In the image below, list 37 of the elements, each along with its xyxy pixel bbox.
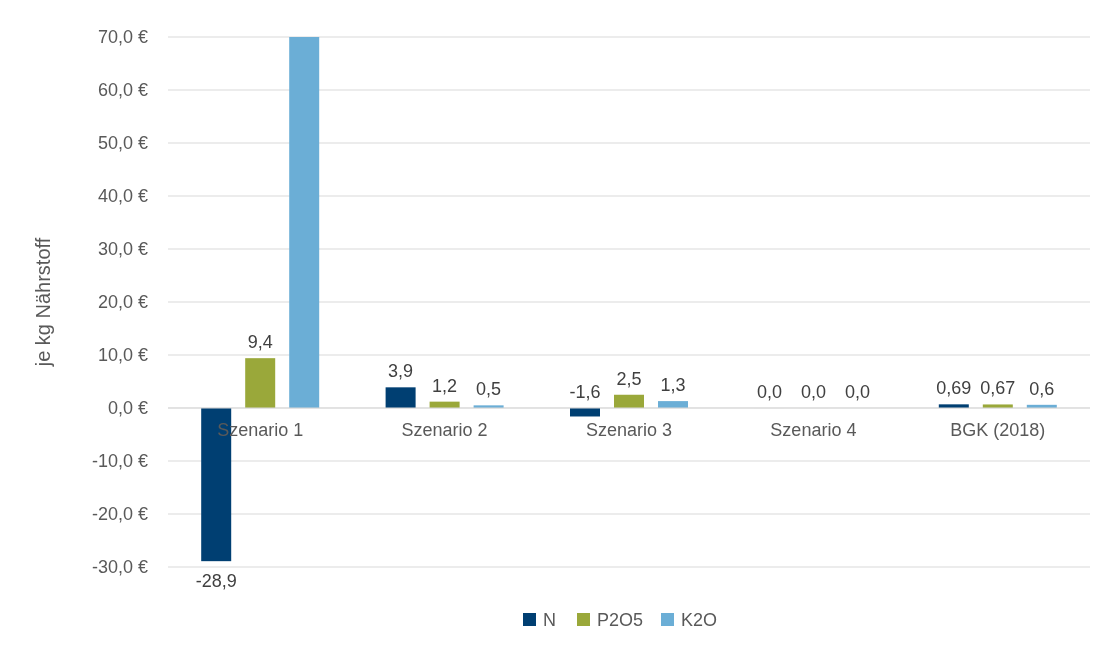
y-tick-label: 10,0 € xyxy=(97,345,148,366)
data-label: 1,3 xyxy=(660,375,686,396)
legend-label: P2O5 xyxy=(597,610,644,631)
x-tick-label: BGK (2018) xyxy=(950,420,1046,440)
y-tick-label: 60,0 € xyxy=(97,80,148,101)
data-label: 0,5 xyxy=(476,379,502,400)
data-label: 0,6 xyxy=(1029,378,1055,399)
data-label: 1,2 xyxy=(432,375,458,396)
data-label: 0,0 xyxy=(844,382,870,402)
y-tick-label: -10,0 € xyxy=(91,451,148,472)
y-tick-label: 20,0 € xyxy=(97,292,148,313)
legend-label: N xyxy=(543,610,556,631)
data-label: -1,6 xyxy=(569,382,601,402)
y-axis-title: je kg Nährstoff xyxy=(32,237,54,368)
data-label: 0,67 xyxy=(980,378,1016,399)
legend-label: K2O xyxy=(681,610,718,631)
bar xyxy=(245,358,276,408)
y-tick-label: 30,0 € xyxy=(97,239,148,260)
y-tick-label: 40,0 € xyxy=(97,186,148,207)
y-tick-label: -20,0 € xyxy=(91,504,148,525)
bar xyxy=(614,394,644,408)
y-tick-label: 0,0 € xyxy=(107,398,148,419)
y-tick-label: 50,0 € xyxy=(97,133,148,154)
x-tick-label: Szenario 3 xyxy=(585,420,673,440)
data-label: -28,9 xyxy=(195,571,237,592)
data-label: 9,4 xyxy=(247,332,273,353)
x-tick-label: Szenario 2 xyxy=(401,420,488,440)
y-tick-label: -30,0 € xyxy=(91,557,148,578)
data-label: 2,5 xyxy=(616,368,642,389)
x-tick-label: Szenario 4 xyxy=(770,420,857,440)
data-label: 3,9 xyxy=(388,361,414,382)
y-tick-label: 70,0 € xyxy=(97,27,148,48)
bar xyxy=(289,37,320,408)
bar xyxy=(385,387,416,408)
data-label: 0,0 xyxy=(800,382,826,402)
data-label: 0,0 xyxy=(756,382,782,402)
data-label: 0,69 xyxy=(936,378,972,399)
